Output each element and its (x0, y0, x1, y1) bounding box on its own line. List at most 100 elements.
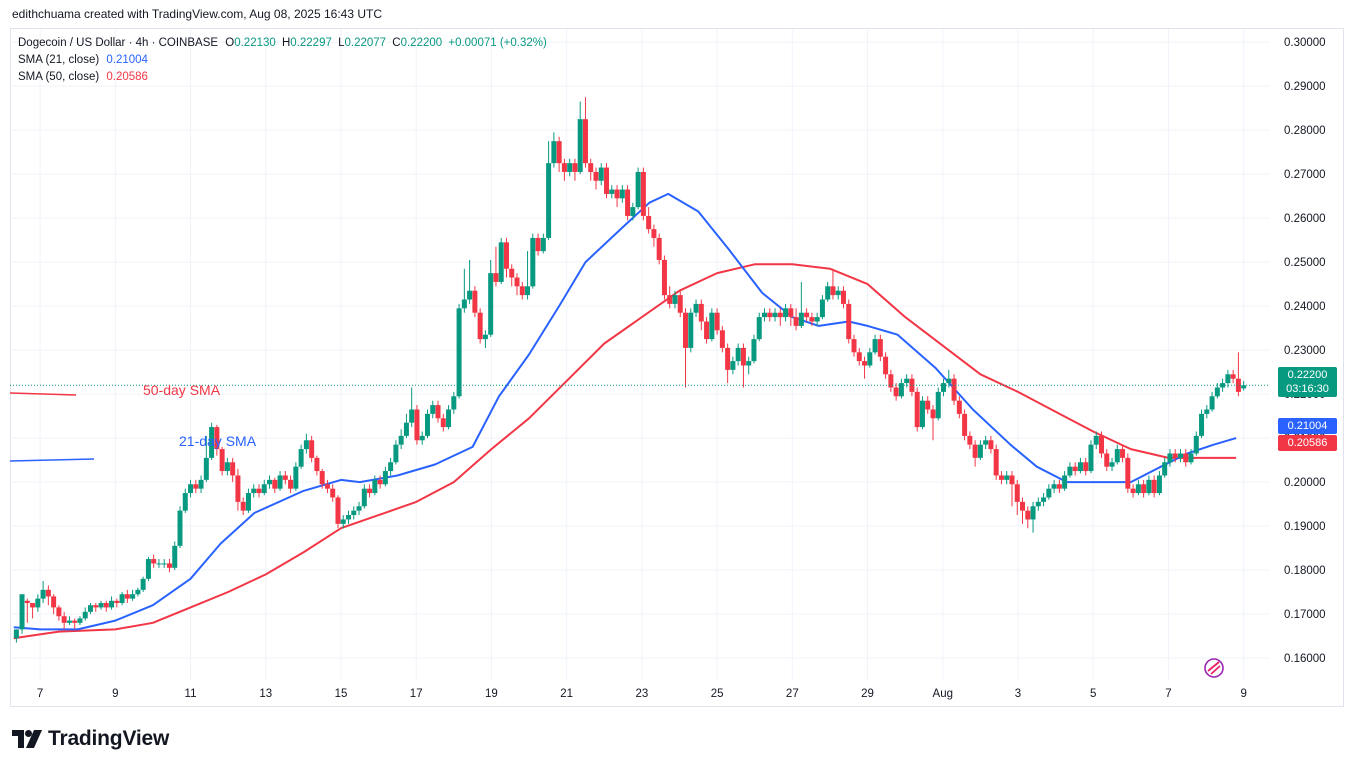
candle-body (151, 559, 157, 564)
candle-body (1204, 409, 1210, 414)
candle-body (746, 361, 752, 366)
candle-body (630, 207, 636, 216)
candle-body (403, 422, 409, 436)
tradingview-logo[interactable]: TradingView (12, 727, 169, 751)
candle (914, 387, 920, 432)
candle (482, 330, 488, 348)
candle (324, 479, 330, 494)
legend-sma21-row: SMA (21, close) 0.21004 (18, 52, 547, 69)
legend-open-label: O (225, 37, 235, 49)
candle-body (909, 378, 915, 392)
candle-body (119, 594, 125, 604)
annotation-50-day-sma: 50-day SMA (143, 382, 221, 398)
candle-body (767, 312, 773, 318)
candle (1083, 457, 1089, 476)
candle-body (519, 286, 525, 296)
candle (919, 396, 925, 430)
candle (77, 616, 83, 626)
candle (830, 268, 836, 300)
candle-body (1125, 457, 1131, 489)
candle (788, 303, 794, 326)
candle (1046, 484, 1052, 500)
replay-reset-icon[interactable] (1204, 658, 1224, 678)
candle-body (772, 312, 778, 318)
candle (472, 286, 478, 318)
candle-body (919, 400, 925, 428)
candle (82, 607, 88, 621)
candle-body (904, 378, 910, 384)
sma50-series (13, 263, 1237, 640)
candle-body (798, 312, 804, 326)
candle (1035, 497, 1041, 511)
candle (672, 290, 678, 309)
candle (198, 475, 204, 494)
candle-body (809, 317, 815, 322)
candle-body (977, 444, 983, 458)
candle-body (409, 409, 415, 423)
candle (883, 352, 889, 379)
candle-body (430, 405, 436, 414)
candle (614, 185, 620, 208)
candle-body (177, 510, 183, 546)
candle (656, 233, 662, 265)
candle (619, 185, 625, 203)
candle-body (482, 334, 488, 340)
candle-body (1162, 462, 1168, 476)
candle (946, 369, 952, 388)
y-tick-label: 0.28000 (1284, 125, 1326, 137)
candle-body (235, 475, 241, 502)
candle-body (925, 400, 931, 410)
candle (1188, 449, 1194, 465)
candle-body (261, 484, 267, 494)
candle-body (546, 163, 552, 238)
candle (725, 343, 731, 384)
candle (172, 541, 178, 571)
candle (488, 259, 494, 337)
candle-body (166, 563, 172, 568)
x-tick-label: 13 (259, 688, 272, 700)
candle-body (98, 603, 104, 608)
y-tick-label: 0.29000 (1284, 81, 1326, 93)
candle-body (303, 440, 309, 450)
candle-body (356, 506, 362, 511)
candle (598, 163, 604, 186)
candle-body (456, 308, 462, 397)
candle-body (361, 488, 367, 507)
candle-body (967, 435, 973, 445)
y-tick-label: 0.30000 (1284, 37, 1326, 49)
candle (56, 605, 62, 621)
candle (846, 299, 852, 344)
candle-body (1146, 479, 1152, 494)
candle (872, 334, 878, 355)
candle (867, 347, 873, 368)
candle-body (777, 312, 783, 318)
candle-body (493, 273, 499, 282)
candle (798, 281, 804, 329)
candle-body (683, 312, 689, 348)
candle-body (640, 171, 646, 216)
candle-body (293, 466, 299, 489)
candle (640, 167, 646, 221)
candle-body (1025, 510, 1031, 520)
candlestick-series (13, 97, 1247, 643)
legend-sma50-row: SMA (50, close) 0.20586 (18, 69, 547, 86)
candle (972, 440, 978, 467)
candle-body (1193, 435, 1199, 454)
candle (335, 495, 341, 529)
candle-body (1041, 497, 1047, 502)
candle-body (219, 449, 225, 472)
candle (709, 308, 715, 342)
candle (561, 158, 567, 181)
candle-body (198, 479, 204, 489)
candle (577, 101, 583, 175)
x-tick-label: 11 (185, 688, 197, 700)
sma21-price-tag: 0.21004 (1278, 418, 1337, 434)
candle-body (1209, 396, 1215, 410)
candle-body (862, 361, 868, 366)
candle (967, 431, 973, 450)
candle-body (814, 317, 820, 322)
candle-body (709, 312, 715, 340)
candle-body (24, 600, 30, 604)
candle (1130, 484, 1136, 498)
